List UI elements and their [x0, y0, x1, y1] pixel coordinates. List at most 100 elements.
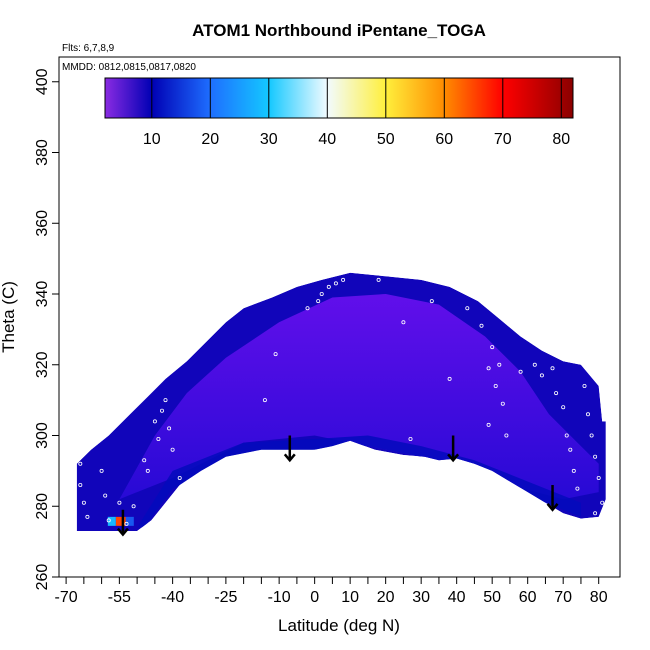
sample-point	[117, 500, 122, 505]
x-tick-label: -70	[55, 589, 78, 606]
x-tick-label: 0	[310, 589, 319, 606]
sample-point	[152, 419, 157, 424]
dates-label: MMDD: 0812,0815,0817,0820	[62, 62, 196, 73]
sample-point	[447, 376, 452, 381]
x-tick-label: 30	[412, 589, 430, 606]
marker-arrow-head	[116, 527, 129, 537]
y-tick-label: 400	[34, 68, 51, 95]
sample-point	[465, 306, 470, 311]
x-tick-label: 10	[341, 589, 359, 606]
sample-point	[319, 291, 324, 296]
sample-point	[550, 366, 555, 371]
colorbar-tick-label: 30	[260, 131, 278, 148]
sample-point	[159, 408, 164, 413]
x-tick-label: -10	[268, 589, 291, 606]
colorbar-tick-label: 20	[201, 131, 219, 148]
sample-point	[142, 458, 147, 463]
sample-point	[493, 383, 498, 388]
sample-point	[486, 366, 491, 371]
heatmap-field	[76, 272, 606, 537]
colorbar: 10 20 30 40 50 60 70 80	[104, 77, 574, 148]
sample-point	[479, 323, 484, 328]
sample-point	[408, 436, 413, 441]
y-tick-label: 320	[34, 351, 51, 378]
y-tick-label: 380	[34, 139, 51, 166]
sample-point	[589, 433, 594, 438]
x-tick-label: -25	[214, 589, 237, 606]
sample-point	[554, 391, 559, 396]
sample-point	[376, 277, 381, 282]
heatmap-region-core	[119, 294, 599, 500]
sample-point	[167, 426, 172, 431]
sample-point	[518, 369, 523, 374]
x-tick-label: -40	[161, 589, 184, 606]
sample-point	[593, 454, 598, 459]
x-tick-label: -55	[108, 589, 131, 606]
sample-point	[490, 345, 495, 350]
colorbar-tick-label: 10	[143, 131, 161, 148]
heatmap-region-warm-cell	[107, 516, 116, 526]
colorbar-tick-label: 80	[552, 131, 570, 148]
sample-point	[145, 468, 150, 473]
sample-point	[326, 284, 331, 289]
x-tick-label: 80	[590, 589, 608, 606]
sample-point	[106, 518, 111, 523]
sample-point	[568, 447, 573, 452]
sample-point	[571, 468, 576, 473]
sample-point	[273, 352, 278, 357]
sample-point	[181, 493, 186, 498]
y-tick-label: 340	[34, 281, 51, 308]
sample-point	[593, 511, 598, 516]
sample-point	[103, 493, 108, 498]
heatmap-region-cool-cell	[125, 516, 134, 526]
colorbar-tick-label: 70	[494, 131, 512, 148]
sample-point	[131, 504, 136, 509]
sample-point	[532, 362, 537, 367]
sample-point	[341, 277, 346, 282]
x-tick-label: 40	[448, 589, 466, 606]
x-axis-label: Latitude (deg N)	[278, 616, 400, 635]
sample-point	[539, 373, 544, 378]
sample-point	[596, 475, 601, 480]
sample-point	[401, 320, 406, 325]
sample-point	[497, 362, 502, 367]
sample-point	[262, 398, 267, 403]
y-tick-label: 260	[34, 564, 51, 591]
y-tick-label: 280	[34, 493, 51, 520]
sample-point	[429, 299, 434, 304]
sample-point	[500, 401, 505, 406]
sample-point	[81, 500, 86, 505]
heatmap-region-hot-cell	[115, 516, 126, 526]
sample-point	[163, 398, 168, 403]
flights-label: Flts: 6,7,8,9	[62, 43, 115, 54]
sample-point	[156, 436, 161, 441]
sample-point	[99, 468, 104, 473]
sample-point	[170, 447, 175, 452]
x-tick-label: 60	[519, 589, 537, 606]
colorbar-ramp	[104, 77, 574, 119]
sample-point	[78, 461, 83, 466]
sample-point	[486, 422, 491, 427]
marker-arrow-head	[283, 453, 296, 463]
sample-point	[564, 433, 569, 438]
sample-point	[600, 500, 605, 505]
sample-point	[305, 306, 310, 311]
sample-point	[78, 482, 83, 487]
sample-point	[575, 486, 580, 491]
colorbar-tick-label: 40	[318, 131, 336, 148]
y-axis-label: Theta (C)	[0, 281, 18, 353]
sample-point	[504, 433, 509, 438]
y-tick-label: 360	[34, 210, 51, 237]
sample-point	[124, 521, 129, 526]
sample-point	[177, 475, 182, 480]
colorbar-tick-label: 60	[435, 131, 453, 148]
sample-point	[316, 299, 321, 304]
sample-point	[582, 383, 587, 388]
heatmap-cells	[76, 272, 606, 531]
y-axis: 260 280 300 320 340 360 380 400	[34, 68, 59, 590]
x-tick-label: 50	[483, 589, 501, 606]
marker-arrow-head	[546, 502, 559, 512]
marker-arrow-head	[447, 453, 460, 463]
chart-title: ATOM1 Northbound iPentane_TOGA	[192, 21, 486, 40]
